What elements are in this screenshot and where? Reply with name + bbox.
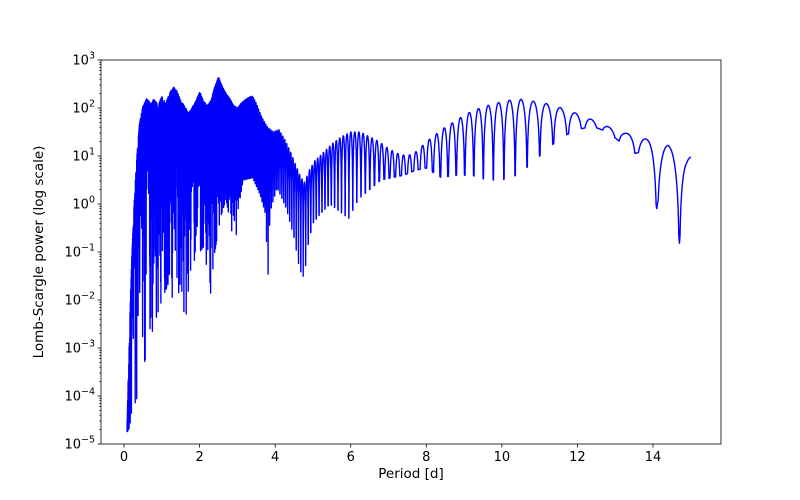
y-tick-label: 10−2: [64, 291, 95, 309]
y-axis-minor-ticks: [99, 61, 101, 430]
y-tick-label: 100: [72, 195, 95, 213]
periodogram-line: [126, 77, 692, 433]
y-tick-label: 10−4: [64, 387, 95, 405]
y-tick-label: 102: [72, 99, 95, 117]
x-tick-label: 14: [645, 450, 662, 465]
y-tick-label: 10−5: [64, 435, 95, 453]
x-tick-label: 0: [120, 450, 128, 465]
x-axis-ticks: 0 2 4 6 8 10 12 14: [120, 444, 661, 465]
y-axis-ticks: 103 102 101 100 10−1 10−2 10−3 10−4 10−5: [64, 51, 101, 453]
y-axis-label: Lomb-Scargle power (log scale): [31, 145, 47, 359]
y-tick-label: 101: [72, 147, 95, 165]
y-tick-label: 10−1: [64, 243, 95, 261]
x-tick-label: 10: [494, 450, 511, 465]
x-tick-label: 6: [347, 450, 355, 465]
y-tick-label: 10−3: [64, 339, 95, 357]
x-tick-label: 8: [422, 450, 430, 465]
x-tick-label: 2: [195, 450, 203, 465]
x-tick-label: 4: [271, 450, 279, 465]
x-tick-label: 12: [569, 450, 586, 465]
y-tick-label: 103: [72, 51, 95, 69]
x-axis-label: Period [d]: [378, 466, 444, 482]
